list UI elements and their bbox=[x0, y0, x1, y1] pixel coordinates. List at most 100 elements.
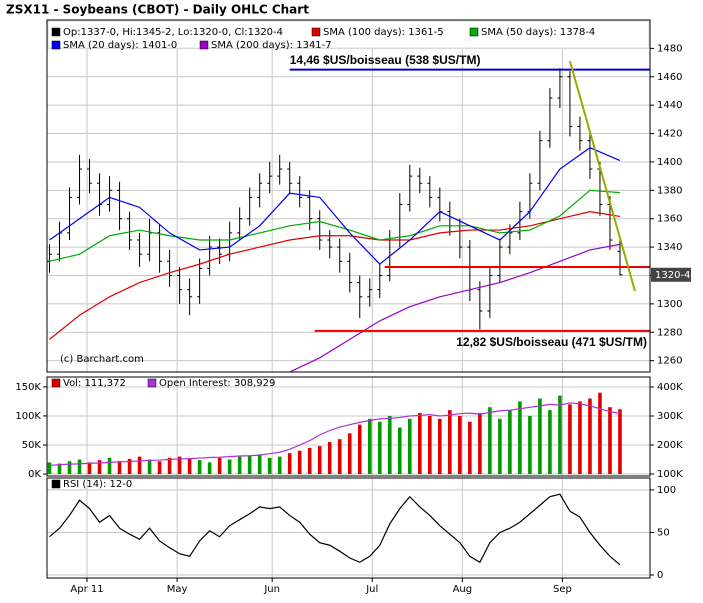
y-tick-label: 100 bbox=[657, 485, 676, 496]
legend-swatch bbox=[199, 40, 209, 50]
volume-bar bbox=[598, 392, 602, 475]
volume-bar bbox=[588, 398, 592, 475]
volume-bar bbox=[287, 453, 292, 475]
y-tick-label: 100K bbox=[657, 469, 683, 480]
volume-bar bbox=[307, 447, 312, 475]
volume-bar bbox=[528, 415, 532, 475]
panel-border bbox=[46, 19, 651, 373]
volume-bar bbox=[327, 442, 332, 475]
volume-bar bbox=[508, 410, 512, 475]
y-tick-label: 150K bbox=[15, 382, 41, 393]
volume-bar bbox=[418, 413, 422, 475]
legend-label: SMA (20 days): 1401-0 bbox=[63, 40, 177, 51]
volume-bar bbox=[448, 410, 452, 475]
series-line bbox=[49, 147, 621, 265]
volume-bar bbox=[498, 418, 502, 475]
volume-bar bbox=[187, 458, 192, 475]
volume-bar bbox=[117, 461, 122, 475]
volume-bar bbox=[468, 421, 472, 475]
volume-bar bbox=[77, 459, 82, 475]
x-tick-label: May bbox=[167, 584, 188, 595]
legend-swatch bbox=[147, 378, 157, 388]
y-tick-label: 300K bbox=[657, 411, 683, 422]
volume-bar bbox=[357, 424, 362, 475]
annotation: 12,82 $US/boisseau (471 $US/TM) bbox=[456, 335, 647, 349]
volume-bar bbox=[197, 460, 202, 475]
series-line bbox=[49, 211, 621, 340]
legend-swatch bbox=[51, 479, 61, 489]
panel-border bbox=[46, 376, 651, 477]
volume-bar bbox=[317, 446, 322, 475]
plot bbox=[47, 478, 650, 578]
volume-bar bbox=[408, 418, 412, 475]
volume-bar bbox=[47, 462, 52, 475]
volume-bar bbox=[87, 462, 92, 475]
y-tick-label: 400K bbox=[657, 382, 683, 393]
chart-title: ZSX11 - Soybeans (CBOT) - Daily OHLC Cha… bbox=[6, 3, 309, 17]
volume-bar bbox=[247, 455, 252, 475]
y-tick-label: 1360 bbox=[657, 214, 682, 225]
legend-swatch bbox=[51, 40, 61, 50]
y-tick-label: 1420 bbox=[657, 129, 682, 140]
y-tick-label: 50K bbox=[22, 440, 42, 451]
volume-bar bbox=[67, 461, 72, 475]
series-line bbox=[289, 243, 621, 372]
volume-bar bbox=[438, 418, 442, 475]
series-line bbox=[49, 189, 621, 262]
volume-bar bbox=[107, 457, 112, 475]
legend-label: Vol: 111,372 bbox=[63, 378, 126, 389]
series-line bbox=[49, 493, 621, 566]
volume-bar bbox=[608, 407, 612, 475]
last-price-box bbox=[651, 267, 691, 282]
volume-bar bbox=[227, 459, 232, 475]
volume-bar bbox=[267, 457, 272, 475]
legend-label: Open Interest: 308,929 bbox=[159, 378, 275, 389]
legend-swatch bbox=[51, 378, 61, 388]
y-tick-label: 100K bbox=[15, 411, 41, 422]
x-tick-label: Jun bbox=[263, 584, 280, 595]
legend-label: Op:1337-0, Hi:1345-2, Lo:1320-0, Cl:1320… bbox=[63, 27, 283, 38]
y-tick-label: 1300 bbox=[657, 299, 682, 310]
volume-bar bbox=[147, 459, 152, 475]
y-tick-label: 1280 bbox=[657, 327, 682, 338]
credit: (c) Barchart.com bbox=[60, 354, 144, 365]
volume-bar bbox=[127, 458, 132, 475]
legend-label: SMA (200 days): 1341-7 bbox=[211, 40, 332, 51]
volume-bar bbox=[297, 450, 302, 475]
legend-swatch bbox=[311, 27, 321, 37]
x-tick-label: Apr 11 bbox=[70, 584, 103, 595]
volume-bar bbox=[397, 427, 402, 475]
panel bbox=[47, 20, 650, 372]
volume-bar bbox=[618, 409, 622, 475]
volume-bar bbox=[207, 462, 212, 475]
y-tick-label: 1460 bbox=[657, 72, 682, 83]
legend-swatch bbox=[469, 27, 479, 37]
volume-bar bbox=[177, 456, 182, 475]
annotation: 14,46 $US/boisseau (538 $US/TM) bbox=[290, 53, 481, 67]
volume-bar bbox=[97, 460, 102, 475]
plot bbox=[47, 20, 650, 372]
x-tick-label: Sep bbox=[553, 584, 572, 595]
y-tick-label: 200K bbox=[657, 440, 683, 451]
volume-bar bbox=[277, 456, 282, 475]
volume-bar bbox=[237, 456, 242, 475]
volume-bar bbox=[578, 401, 582, 475]
legend-box bbox=[47, 20, 650, 49]
panel bbox=[47, 478, 650, 578]
series-line bbox=[49, 402, 621, 466]
volume-bar bbox=[257, 454, 262, 475]
x-tick-label: Aug bbox=[453, 584, 473, 595]
x-tick-label: Jul bbox=[365, 584, 378, 595]
volume-bar bbox=[377, 421, 382, 475]
legend-swatch bbox=[51, 27, 61, 37]
y-tick-label: 1400 bbox=[657, 157, 682, 168]
volume-bar bbox=[57, 463, 62, 475]
volume-bar bbox=[538, 398, 542, 475]
volume-bar bbox=[157, 461, 162, 475]
volume-bar bbox=[478, 413, 482, 475]
y-tick-label: 50 bbox=[657, 527, 670, 538]
volume-bar bbox=[167, 457, 172, 475]
trend-line bbox=[568, 60, 636, 292]
volume-bar bbox=[137, 456, 142, 475]
